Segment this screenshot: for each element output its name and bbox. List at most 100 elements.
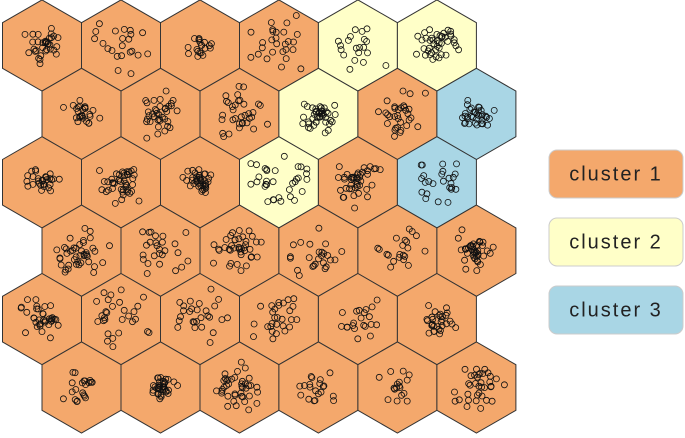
sample-point: [317, 388, 325, 396]
sample-point: [224, 402, 232, 410]
sample-point: [241, 364, 249, 372]
sample-point: [228, 242, 236, 250]
sample-point: [320, 104, 328, 112]
sample-point: [114, 67, 122, 74]
sample-point: [143, 115, 151, 123]
sample-point: [353, 178, 361, 186]
sample-point: [224, 314, 231, 322]
sample-point: [324, 109, 332, 117]
sample-point: [429, 36, 437, 44]
sample-point: [36, 60, 44, 68]
sample-point: [162, 87, 170, 95]
sample-point: [290, 38, 297, 46]
sample-point: [125, 168, 133, 176]
sample-point: [418, 188, 426, 196]
sample-point: [117, 286, 125, 294]
sample-point: [191, 35, 198, 42]
sample-point: [47, 334, 54, 342]
sample-point: [48, 317, 55, 325]
sample-point: [368, 303, 376, 311]
sample-point: [226, 246, 234, 254]
sample-point: [209, 329, 217, 337]
sample-point: [414, 32, 422, 40]
sample-point: [423, 190, 431, 198]
sample-point: [139, 29, 147, 37]
sample-point: [444, 198, 452, 206]
sample-point: [235, 227, 243, 234]
sample-point: [455, 46, 463, 54]
legend-label: cluster 1: [569, 163, 663, 185]
sample-point: [76, 241, 84, 248]
sample-point: [359, 59, 367, 66]
sample-point: [196, 49, 204, 56]
sample-point: [194, 47, 202, 55]
sample-point: [470, 248, 478, 256]
sample-point: [115, 329, 123, 337]
sample-point: [478, 392, 486, 400]
sample-point: [54, 34, 62, 41]
sample-point: [318, 252, 325, 260]
sample-point: [306, 240, 314, 248]
sample-point: [263, 167, 271, 175]
sample-point: [153, 384, 161, 392]
sample-point: [368, 181, 376, 189]
sample-point: [202, 184, 210, 192]
cell-samples: [375, 367, 413, 405]
sample-point: [193, 175, 201, 183]
sample-point: [463, 249, 471, 257]
sample-point: [43, 176, 51, 184]
sample-point: [439, 177, 447, 185]
sample-point: [264, 120, 271, 128]
sample-point: [272, 34, 280, 42]
sample-point: [403, 376, 411, 384]
sample-point: [151, 383, 159, 391]
sample-point: [158, 238, 166, 246]
sample-point: [261, 165, 269, 172]
sample-point: [283, 19, 291, 27]
sample-point: [405, 116, 413, 124]
sample-point: [229, 116, 237, 124]
sample-point: [195, 35, 203, 43]
cell-samples: [174, 285, 231, 346]
sample-point: [383, 120, 391, 127]
sample-point: [421, 89, 429, 97]
sample-point: [425, 44, 433, 52]
sample-point: [91, 35, 98, 43]
sample-point: [247, 382, 255, 389]
sample-point: [257, 302, 265, 310]
sample-point: [204, 312, 212, 320]
sample-point: [479, 238, 487, 246]
sample-point: [22, 329, 29, 337]
sample-point: [438, 316, 446, 324]
sample-point: [399, 87, 407, 95]
sample-point: [50, 32, 58, 40]
sample-point: [139, 255, 147, 263]
sample-point: [184, 167, 192, 175]
sample-point: [442, 51, 450, 59]
sample-point: [500, 381, 508, 389]
sample-point: [464, 97, 472, 104]
sample-point: [238, 377, 246, 385]
sample-point: [487, 382, 495, 390]
sample-point: [119, 168, 126, 176]
sample-point: [306, 124, 314, 132]
sample-point: [412, 232, 420, 240]
sample-point: [404, 244, 412, 252]
sample-point: [289, 241, 297, 249]
cell-samples: [334, 25, 390, 73]
sample-point: [238, 392, 246, 400]
cell-samples: [210, 227, 265, 275]
sample-point: [45, 184, 52, 192]
sample-point: [349, 322, 357, 330]
sample-point: [184, 257, 192, 265]
sample-point: [128, 47, 136, 55]
sample-point: [476, 261, 484, 268]
sample-point: [475, 111, 483, 119]
cell-samples: [375, 87, 429, 140]
sample-point: [38, 176, 46, 184]
sample-point: [30, 45, 38, 53]
sample-point: [360, 43, 368, 51]
sample-point: [321, 265, 329, 273]
sample-point: [267, 323, 275, 331]
sample-point: [479, 120, 487, 128]
